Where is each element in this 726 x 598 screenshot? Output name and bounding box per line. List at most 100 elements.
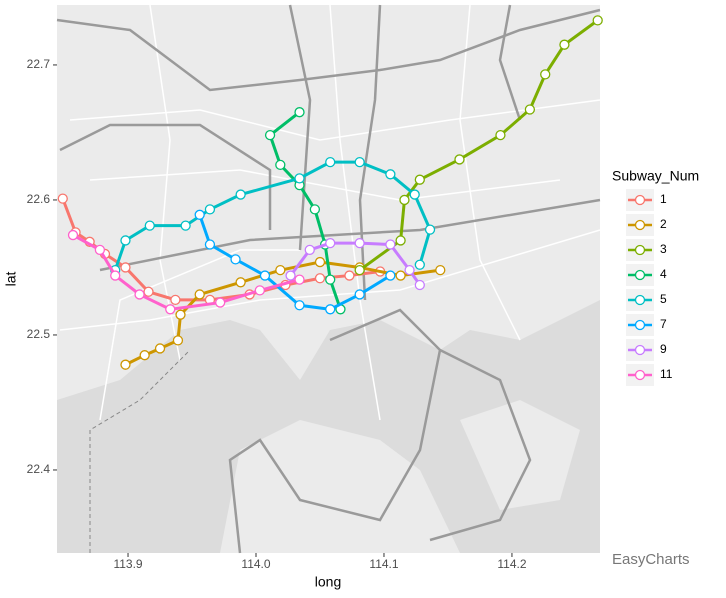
legend-label: 2 bbox=[660, 217, 667, 231]
station bbox=[110, 270, 121, 281]
station bbox=[120, 359, 131, 370]
legend-marker bbox=[634, 219, 646, 231]
station bbox=[194, 289, 205, 300]
station bbox=[424, 224, 436, 235]
station bbox=[215, 297, 226, 308]
station bbox=[395, 270, 406, 281]
station bbox=[309, 204, 321, 215]
station bbox=[524, 104, 536, 115]
station bbox=[325, 304, 336, 315]
subway-line bbox=[358, 19, 599, 272]
station bbox=[354, 238, 365, 249]
station bbox=[170, 294, 181, 306]
legend-marker bbox=[634, 244, 646, 256]
station bbox=[254, 285, 265, 296]
station bbox=[235, 277, 246, 288]
x-axis-label: long bbox=[315, 574, 341, 590]
station bbox=[414, 174, 425, 185]
y-axis-label: lat bbox=[3, 272, 19, 287]
legend-marker bbox=[634, 319, 646, 331]
station bbox=[143, 286, 154, 297]
station bbox=[204, 239, 216, 250]
station bbox=[144, 220, 155, 231]
y-tick-label: 22.4 bbox=[27, 462, 51, 476]
station bbox=[495, 129, 506, 141]
legend-label: 7 bbox=[660, 317, 667, 331]
y-tick-label: 22.7 bbox=[27, 57, 51, 71]
station bbox=[154, 343, 166, 354]
x-tick-label: 114.0 bbox=[241, 557, 270, 571]
map-minor-roads bbox=[59, 4, 601, 421]
legend-marker bbox=[634, 194, 646, 206]
station bbox=[294, 107, 305, 118]
station bbox=[275, 159, 286, 171]
legend-marker bbox=[634, 369, 646, 381]
station bbox=[275, 265, 286, 276]
station bbox=[204, 204, 216, 215]
station bbox=[139, 350, 150, 361]
station bbox=[414, 279, 425, 291]
station bbox=[120, 262, 131, 273]
station bbox=[399, 194, 410, 206]
subway-line bbox=[268, 111, 342, 310]
station bbox=[314, 273, 326, 284]
legend-label: 5 bbox=[660, 292, 667, 306]
station bbox=[385, 169, 396, 180]
legend-label: 4 bbox=[660, 267, 667, 281]
station bbox=[354, 289, 365, 300]
y-tick-label: 22.5 bbox=[27, 327, 51, 341]
station bbox=[385, 270, 396, 281]
station bbox=[325, 157, 336, 168]
station bbox=[235, 189, 246, 200]
x-tick-label: 113.9 bbox=[113, 557, 142, 571]
station bbox=[294, 274, 305, 285]
legend-label: 9 bbox=[660, 342, 667, 356]
station bbox=[285, 270, 296, 281]
station bbox=[175, 309, 186, 320]
station bbox=[304, 244, 315, 256]
station bbox=[120, 235, 131, 246]
legend-label: 11 bbox=[660, 367, 673, 381]
x-tick-label: 114.1 bbox=[369, 557, 398, 571]
station bbox=[404, 265, 415, 276]
station bbox=[230, 254, 241, 265]
station bbox=[259, 270, 271, 281]
station bbox=[94, 244, 106, 256]
station bbox=[409, 189, 420, 200]
legend-marker bbox=[634, 269, 646, 281]
y-tick-label: 22.6 bbox=[27, 192, 51, 206]
station bbox=[57, 193, 68, 204]
station bbox=[395, 235, 406, 246]
station bbox=[294, 300, 305, 311]
legend-marker bbox=[634, 344, 646, 356]
station bbox=[540, 69, 551, 80]
station bbox=[194, 209, 205, 220]
legend-title: Subway_Num bbox=[612, 168, 699, 184]
station bbox=[559, 39, 570, 50]
station bbox=[294, 173, 305, 184]
station bbox=[67, 229, 79, 241]
x-tick-label: 114.2 bbox=[497, 557, 526, 571]
station bbox=[414, 259, 425, 270]
station bbox=[385, 239, 396, 250]
station bbox=[134, 289, 145, 300]
legend-label: 1 bbox=[660, 192, 667, 206]
station bbox=[454, 154, 465, 165]
station bbox=[354, 157, 365, 168]
station bbox=[344, 270, 355, 281]
station bbox=[314, 256, 326, 268]
watermark: EasyCharts bbox=[612, 551, 690, 568]
map-highways bbox=[56, 4, 601, 554]
station bbox=[354, 265, 365, 276]
station bbox=[172, 335, 184, 346]
legend-marker bbox=[634, 294, 646, 306]
station bbox=[165, 304, 176, 315]
station bbox=[180, 220, 191, 231]
station bbox=[325, 274, 336, 285]
station bbox=[435, 265, 446, 276]
map-island bbox=[220, 400, 580, 553]
station bbox=[325, 238, 336, 249]
station bbox=[264, 129, 276, 141]
legend-label: 3 bbox=[660, 242, 667, 256]
